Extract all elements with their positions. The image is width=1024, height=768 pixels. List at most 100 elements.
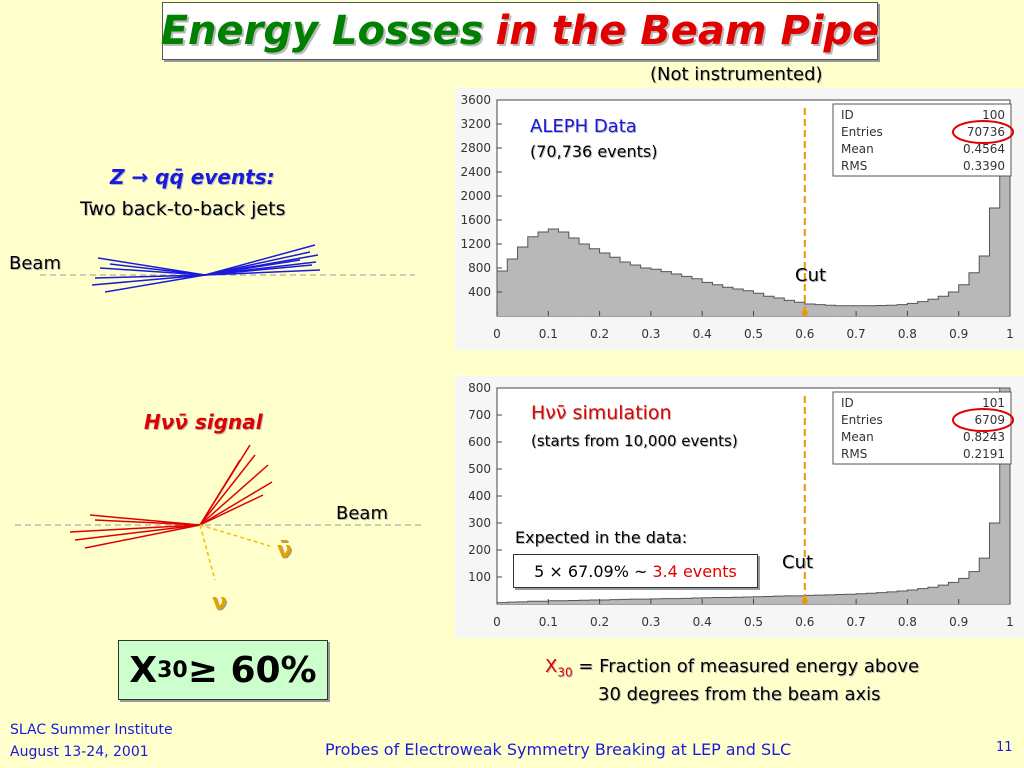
histogram-bar xyxy=(979,558,990,604)
histogram-bar xyxy=(948,292,959,316)
jet-line xyxy=(199,454,256,526)
jet-line xyxy=(94,274,206,279)
stats-value: 0.2191 xyxy=(963,447,1005,461)
slide-title: Energy Losses in the Beam Pipe xyxy=(161,2,880,60)
entries-highlight xyxy=(952,408,1014,432)
stats-box xyxy=(832,103,1012,177)
y-tick-label: 400 xyxy=(468,489,491,503)
histogram-bar xyxy=(609,599,621,604)
stats-value: 0.8243 xyxy=(963,430,1005,444)
plot2-label: Hνν̄ simulation xyxy=(531,402,672,424)
histogram-bar xyxy=(835,594,847,604)
histogram-bar xyxy=(784,595,795,604)
def-rest: = Fraction of measured energy above xyxy=(572,656,920,677)
histogram-bar xyxy=(815,304,826,316)
aleph-data-histogram: 0 0.1 0.2 0.3 0.4 0.5 0.6 0.7 0.8 0.9 1 400 800 1200 1… xyxy=(455,88,1024,350)
histogram-bar xyxy=(886,305,898,316)
histogram-bar xyxy=(907,303,918,316)
stats-value: 0.4564 xyxy=(963,142,1005,156)
histogram-bar xyxy=(538,232,549,316)
histogram-bar xyxy=(743,290,754,316)
histogram-bar xyxy=(968,571,980,604)
jet-line xyxy=(94,519,201,526)
jet-line xyxy=(199,494,264,526)
neutrino-label: ν xyxy=(212,590,227,615)
histogram-bar xyxy=(548,229,559,316)
y-tick-label: 700 xyxy=(468,408,491,422)
footer-event: SLAC Summer Institute xyxy=(10,722,173,738)
x30-cut-box: X 30 ≥ 60% xyxy=(118,640,328,700)
x-tick-label: 0.7 xyxy=(847,615,866,629)
x-tick-label: 0.8 xyxy=(898,327,917,341)
x-tick-label: 0.5 xyxy=(744,615,763,629)
histogram-bar xyxy=(507,259,518,316)
y-tick-label: 2800 xyxy=(460,141,491,155)
histogram-bar xyxy=(517,601,529,604)
histogram-bar xyxy=(589,248,600,316)
histogram-bar xyxy=(958,284,970,316)
stats-key: Mean xyxy=(841,142,874,156)
histogram-bar xyxy=(743,596,754,604)
histogram-bar xyxy=(927,299,939,316)
jet-line xyxy=(91,274,206,286)
histogram-bar xyxy=(866,305,877,316)
histogram-bar xyxy=(968,272,980,316)
antineutrino-line xyxy=(199,524,271,547)
y-tick-label: 300 xyxy=(468,516,491,530)
histogram-bar xyxy=(661,271,672,316)
histogram-bar xyxy=(763,296,775,316)
histogram-outline xyxy=(496,387,1011,604)
histogram-bar xyxy=(784,300,795,316)
histogram-bar xyxy=(712,284,724,316)
histogram-bar xyxy=(856,305,867,316)
histogram-bar xyxy=(732,289,744,316)
histogram-bar xyxy=(671,274,682,316)
jet-line xyxy=(199,481,273,526)
histogram-bar xyxy=(845,594,857,604)
histogram-bar xyxy=(497,271,508,316)
x-tick-label: 0 xyxy=(493,615,501,629)
plot1-label: ALEPH Data xyxy=(530,116,637,137)
histogram-bar xyxy=(999,106,1011,316)
histogram-bar xyxy=(732,597,744,604)
x-tick-label: 0.2 xyxy=(590,615,609,629)
histogram-bar xyxy=(999,388,1011,604)
histogram-bar xyxy=(548,600,559,604)
histogram-bar xyxy=(804,304,816,316)
def-sub: 30 xyxy=(557,665,573,680)
histogram-bar xyxy=(671,598,682,604)
x30-sub: 30 xyxy=(157,657,188,683)
histogram-outline xyxy=(496,105,1011,316)
histogram-bar xyxy=(712,597,724,604)
x-tick-label: 0.4 xyxy=(693,615,712,629)
histogram-bar xyxy=(568,238,580,316)
histogram-bar xyxy=(650,598,662,604)
title-part-red: in the Beam Pipe xyxy=(495,8,880,54)
histogram-bar xyxy=(599,253,611,316)
cut-marker xyxy=(801,310,808,316)
histogram-bar xyxy=(825,594,836,604)
histogram-bar xyxy=(948,582,959,604)
histogram-bar xyxy=(917,301,929,316)
histogram-bar xyxy=(579,600,590,604)
stats-box xyxy=(832,391,1012,465)
histogram-bar xyxy=(691,598,703,604)
histogram-bar xyxy=(917,588,929,604)
y-tick-label: 100 xyxy=(468,570,491,584)
footer-talk-title: Probes of Electroweak Symmetry Breaking … xyxy=(325,740,792,759)
stats-value: 100 xyxy=(982,108,1005,122)
stats-value: 70736 xyxy=(967,125,1005,139)
jet-line xyxy=(74,524,201,541)
x-tick-label: 0.3 xyxy=(641,615,660,629)
histogram-bar xyxy=(681,276,693,316)
expected-label: Expected in the data: xyxy=(515,528,688,547)
x-tick-label: 0.4 xyxy=(693,327,712,341)
histogram-bar xyxy=(527,601,539,604)
histogram-bar xyxy=(856,593,867,604)
histogram-bar xyxy=(938,296,949,316)
x-tick-label: 1 xyxy=(1006,327,1014,341)
calc-result: 3.4 events xyxy=(652,561,737,581)
histogram-bar xyxy=(897,304,908,316)
histogram-bar xyxy=(558,232,570,316)
footer-date: August 13-24, 2001 xyxy=(10,744,149,760)
